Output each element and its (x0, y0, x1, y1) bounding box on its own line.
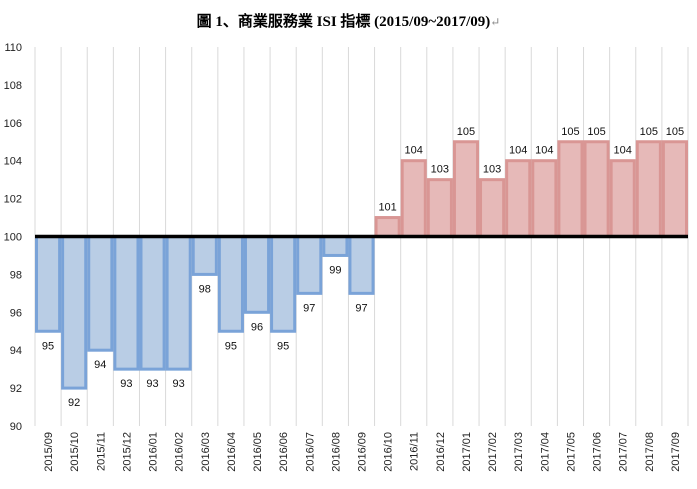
y-axis-labels: 90 92 94 96 98 100 102 104 106 108 110 (4, 42, 22, 433)
data-label: 103 (483, 164, 501, 176)
data-label: 92 (68, 397, 80, 409)
data-label: 95 (42, 340, 54, 352)
bar (505, 159, 532, 238)
x-tick-label: 2016/06 (278, 432, 290, 472)
data-label: 101 (378, 202, 396, 214)
bar (348, 235, 375, 295)
y-tick-label: 106 (4, 118, 22, 130)
x-tick-label: 2017/03 (513, 432, 525, 472)
y-tick-label: 96 (10, 307, 22, 319)
data-label: 99 (329, 264, 341, 276)
bar (609, 159, 636, 238)
x-tick-label: 2017/02 (487, 432, 499, 472)
bar (296, 235, 323, 295)
data-label: 103 (431, 164, 449, 176)
x-tick-label: 2015/11 (95, 432, 107, 471)
bar (87, 235, 114, 352)
bar (191, 235, 218, 276)
x-axis-labels: 2015/09 2015/10 2015/11 2015/12 2016/01 2016/… (43, 432, 682, 472)
data-label: 97 (303, 302, 315, 314)
bar (479, 178, 506, 238)
bar (165, 235, 192, 371)
data-label: 104 (535, 145, 553, 157)
data-labels: 95 92 94 93 93 93 98 95 96 95 97 99 97 101 104 103 105 10… (42, 126, 684, 409)
data-label: 96 (251, 321, 263, 333)
x-tick-label: 2016/01 (148, 432, 160, 472)
x-tick-label: 2016/02 (174, 432, 186, 472)
x-tick-label: 2017/09 (670, 432, 682, 472)
x-tick-label: 2017/06 (592, 432, 604, 472)
data-label: 94 (94, 359, 106, 371)
bar (374, 216, 401, 239)
data-label: 98 (199, 283, 211, 295)
bar (583, 140, 610, 238)
bar (557, 140, 584, 238)
x-tick-label: 2016/12 (435, 432, 447, 472)
bar (113, 235, 140, 371)
data-label: 104 (509, 145, 527, 157)
data-label: 105 (666, 126, 684, 138)
paragraph-mark-icon: ↵ (490, 15, 501, 29)
bar (635, 140, 662, 238)
x-tick-label: 2016/08 (330, 432, 342, 472)
y-tick-label: 90 (10, 421, 22, 433)
data-label: 95 (225, 340, 237, 352)
bar (531, 159, 558, 238)
data-label: 105 (561, 126, 579, 138)
bar (139, 235, 166, 371)
y-tick-label: 108 (4, 80, 22, 92)
data-label: 93 (146, 378, 158, 390)
data-label: 97 (355, 302, 367, 314)
x-tick-label: 2017/05 (565, 432, 577, 472)
bar (322, 235, 349, 257)
bar (270, 235, 297, 333)
y-tick-label: 100 (4, 232, 22, 244)
x-tick-label: 2016/05 (252, 432, 264, 472)
data-label: 105 (457, 126, 475, 138)
x-tick-label: 2016/03 (200, 432, 212, 472)
bar (400, 159, 427, 238)
x-tick-label: 2017/04 (539, 432, 551, 472)
data-label: 93 (173, 378, 185, 390)
x-tick-label: 2015/12 (121, 432, 133, 472)
data-label: 93 (120, 378, 132, 390)
y-tick-label: 110 (4, 42, 22, 54)
bar (217, 235, 244, 333)
bar (452, 140, 480, 238)
bar (426, 178, 453, 238)
x-tick-label: 2016/07 (304, 432, 316, 472)
x-tick-label: 2015/09 (43, 432, 55, 472)
y-tick-label: 104 (4, 156, 22, 168)
y-tick-label: 92 (10, 383, 22, 395)
x-tick-label: 2015/10 (69, 432, 81, 472)
y-tick-label: 98 (10, 269, 22, 281)
x-tick-label: 2017/07 (618, 432, 630, 472)
x-tick-label: 2016/11 (409, 432, 421, 471)
x-tick-label: 2016/04 (226, 432, 238, 472)
data-label: 104 (614, 145, 632, 157)
chart-title: 圖 1、商業服務業 ISI 指標 (2015/09~2017/09)↵ (0, 10, 697, 31)
x-tick-label: 2017/01 (461, 432, 473, 472)
bar (661, 140, 689, 238)
data-label: 95 (277, 340, 289, 352)
x-tick-label: 2016/09 (357, 432, 369, 472)
bar (61, 235, 88, 390)
bars (35, 140, 689, 390)
y-tick-label: 94 (10, 345, 22, 357)
x-tick-label: 2017/08 (644, 432, 656, 472)
bar (243, 235, 271, 314)
data-label: 104 (405, 145, 423, 157)
x-tick-label: 2016/10 (383, 432, 395, 472)
data-label: 105 (587, 126, 605, 138)
y-tick-label: 102 (4, 194, 22, 206)
chart-title-text: 圖 1、商業服務業 ISI 指標 (2015/09~2017/09) (196, 14, 491, 30)
data-label: 105 (640, 126, 658, 138)
bar (35, 235, 62, 333)
